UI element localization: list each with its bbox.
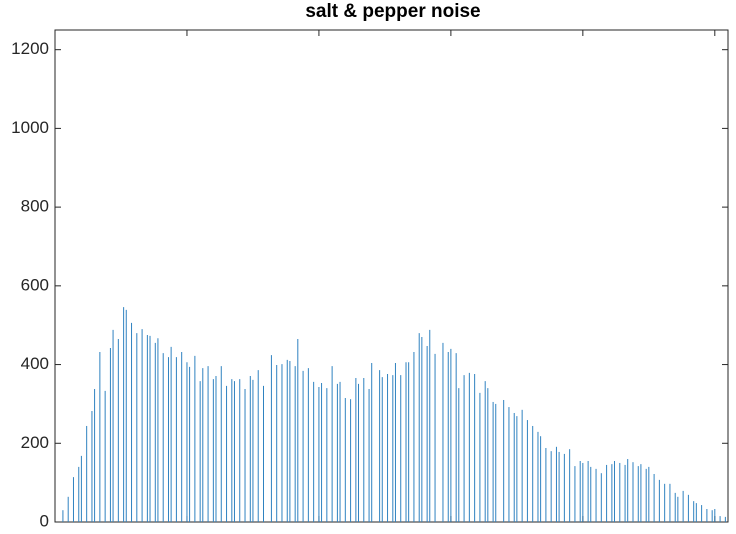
y-tick-label: 400 — [21, 354, 49, 373]
y-tick-label: 1200 — [11, 39, 49, 58]
y-tick-label: 600 — [21, 275, 49, 294]
y-tick-label: 1000 — [11, 118, 49, 137]
axes-box — [54, 29, 729, 523]
y-tick-label: 0 — [40, 511, 49, 530]
y-tick-label: 800 — [21, 197, 49, 216]
chart-title: salt & pepper noise — [305, 1, 480, 22]
y-tick-label: 200 — [21, 433, 49, 452]
